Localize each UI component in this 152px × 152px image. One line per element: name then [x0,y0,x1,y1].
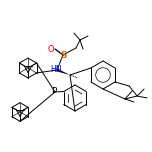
Text: O: O [48,45,54,55]
Text: P: P [51,88,57,97]
Polygon shape [57,69,70,75]
Text: S: S [61,52,67,60]
Text: HN: HN [50,64,62,74]
